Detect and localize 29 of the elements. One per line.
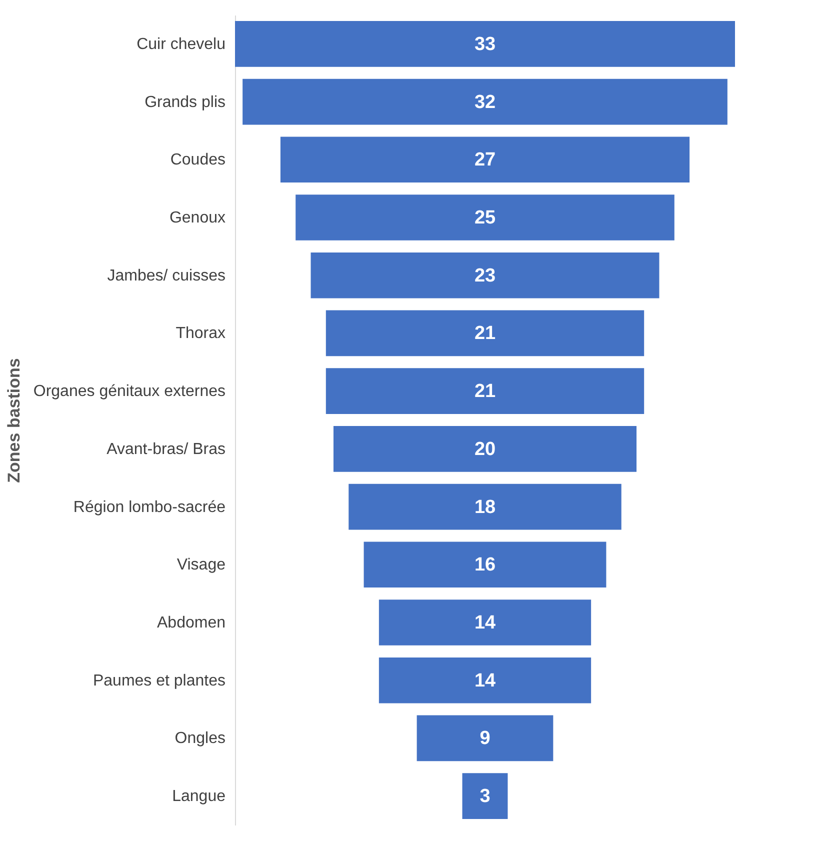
category-label: Thorax — [176, 325, 226, 342]
category-label: Avant-bras/ Bras — [106, 440, 226, 458]
data-label: 25 — [474, 208, 496, 228]
data-label: 33 — [474, 34, 496, 55]
data-label: 18 — [474, 496, 496, 518]
category-label: Ongles — [174, 730, 226, 748]
data-label: 27 — [474, 150, 496, 171]
category-label: Région lombo-sacrée — [73, 498, 226, 516]
category-label: Cuir chevelu — [136, 36, 226, 53]
category-label: Genoux — [169, 210, 226, 226]
data-label: 21 — [474, 381, 496, 402]
data-label: 21 — [474, 323, 496, 344]
data-label: 20 — [474, 438, 496, 460]
category-label: Coudes — [170, 152, 226, 169]
data-label: 9 — [480, 728, 490, 750]
category-label: Jambes/ cuisses — [107, 267, 226, 284]
category-label: Organes génitaux externes — [33, 383, 226, 400]
data-label: 23 — [474, 265, 496, 286]
category-label: Langue — [172, 788, 226, 806]
data-label: 14 — [474, 670, 496, 692]
category-label: Paumes et plantes — [92, 672, 226, 690]
data-label: 16 — [474, 554, 496, 576]
category-label: Grands plis — [144, 94, 226, 111]
data-label: 14 — [474, 612, 496, 634]
data-label: 32 — [474, 92, 496, 113]
category-label: Visage — [176, 556, 226, 574]
text: Zones bastions — [4, 358, 24, 483]
category-label: Abdomen — [157, 614, 226, 632]
data-label: 3 — [480, 786, 490, 808]
